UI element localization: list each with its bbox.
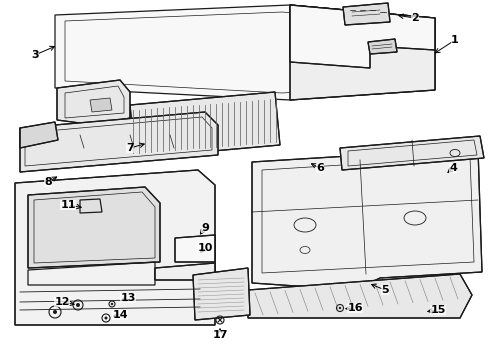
Circle shape	[339, 307, 341, 309]
Polygon shape	[175, 235, 215, 262]
Text: 10: 10	[197, 243, 213, 253]
Text: 12: 12	[54, 297, 70, 307]
Text: 17: 17	[212, 330, 228, 340]
Text: 3: 3	[31, 50, 39, 60]
Text: 9: 9	[201, 223, 209, 233]
Polygon shape	[368, 39, 397, 54]
Polygon shape	[130, 92, 280, 158]
Polygon shape	[155, 263, 215, 280]
Text: 8: 8	[44, 177, 52, 187]
Text: 14: 14	[112, 310, 128, 320]
Text: 13: 13	[121, 293, 136, 303]
Circle shape	[111, 303, 113, 305]
Polygon shape	[193, 268, 250, 320]
Polygon shape	[290, 5, 435, 100]
Polygon shape	[20, 122, 58, 148]
Polygon shape	[15, 170, 215, 325]
Polygon shape	[20, 112, 218, 172]
Polygon shape	[343, 3, 390, 25]
Polygon shape	[55, 5, 435, 100]
Polygon shape	[90, 98, 112, 112]
Text: 7: 7	[126, 143, 134, 153]
Text: 2: 2	[411, 13, 419, 23]
Polygon shape	[248, 274, 472, 318]
Text: 16: 16	[347, 303, 363, 313]
Text: 1: 1	[451, 35, 459, 45]
Polygon shape	[340, 136, 484, 170]
Polygon shape	[28, 187, 160, 268]
Circle shape	[53, 310, 57, 314]
Text: 4: 4	[449, 163, 457, 173]
Polygon shape	[252, 148, 482, 290]
Polygon shape	[57, 80, 130, 125]
Text: 5: 5	[381, 285, 389, 295]
Polygon shape	[290, 5, 435, 68]
Text: 15: 15	[430, 305, 446, 315]
Circle shape	[76, 303, 80, 307]
Text: 6: 6	[316, 163, 324, 173]
Circle shape	[104, 316, 107, 320]
Text: 11: 11	[60, 200, 76, 210]
